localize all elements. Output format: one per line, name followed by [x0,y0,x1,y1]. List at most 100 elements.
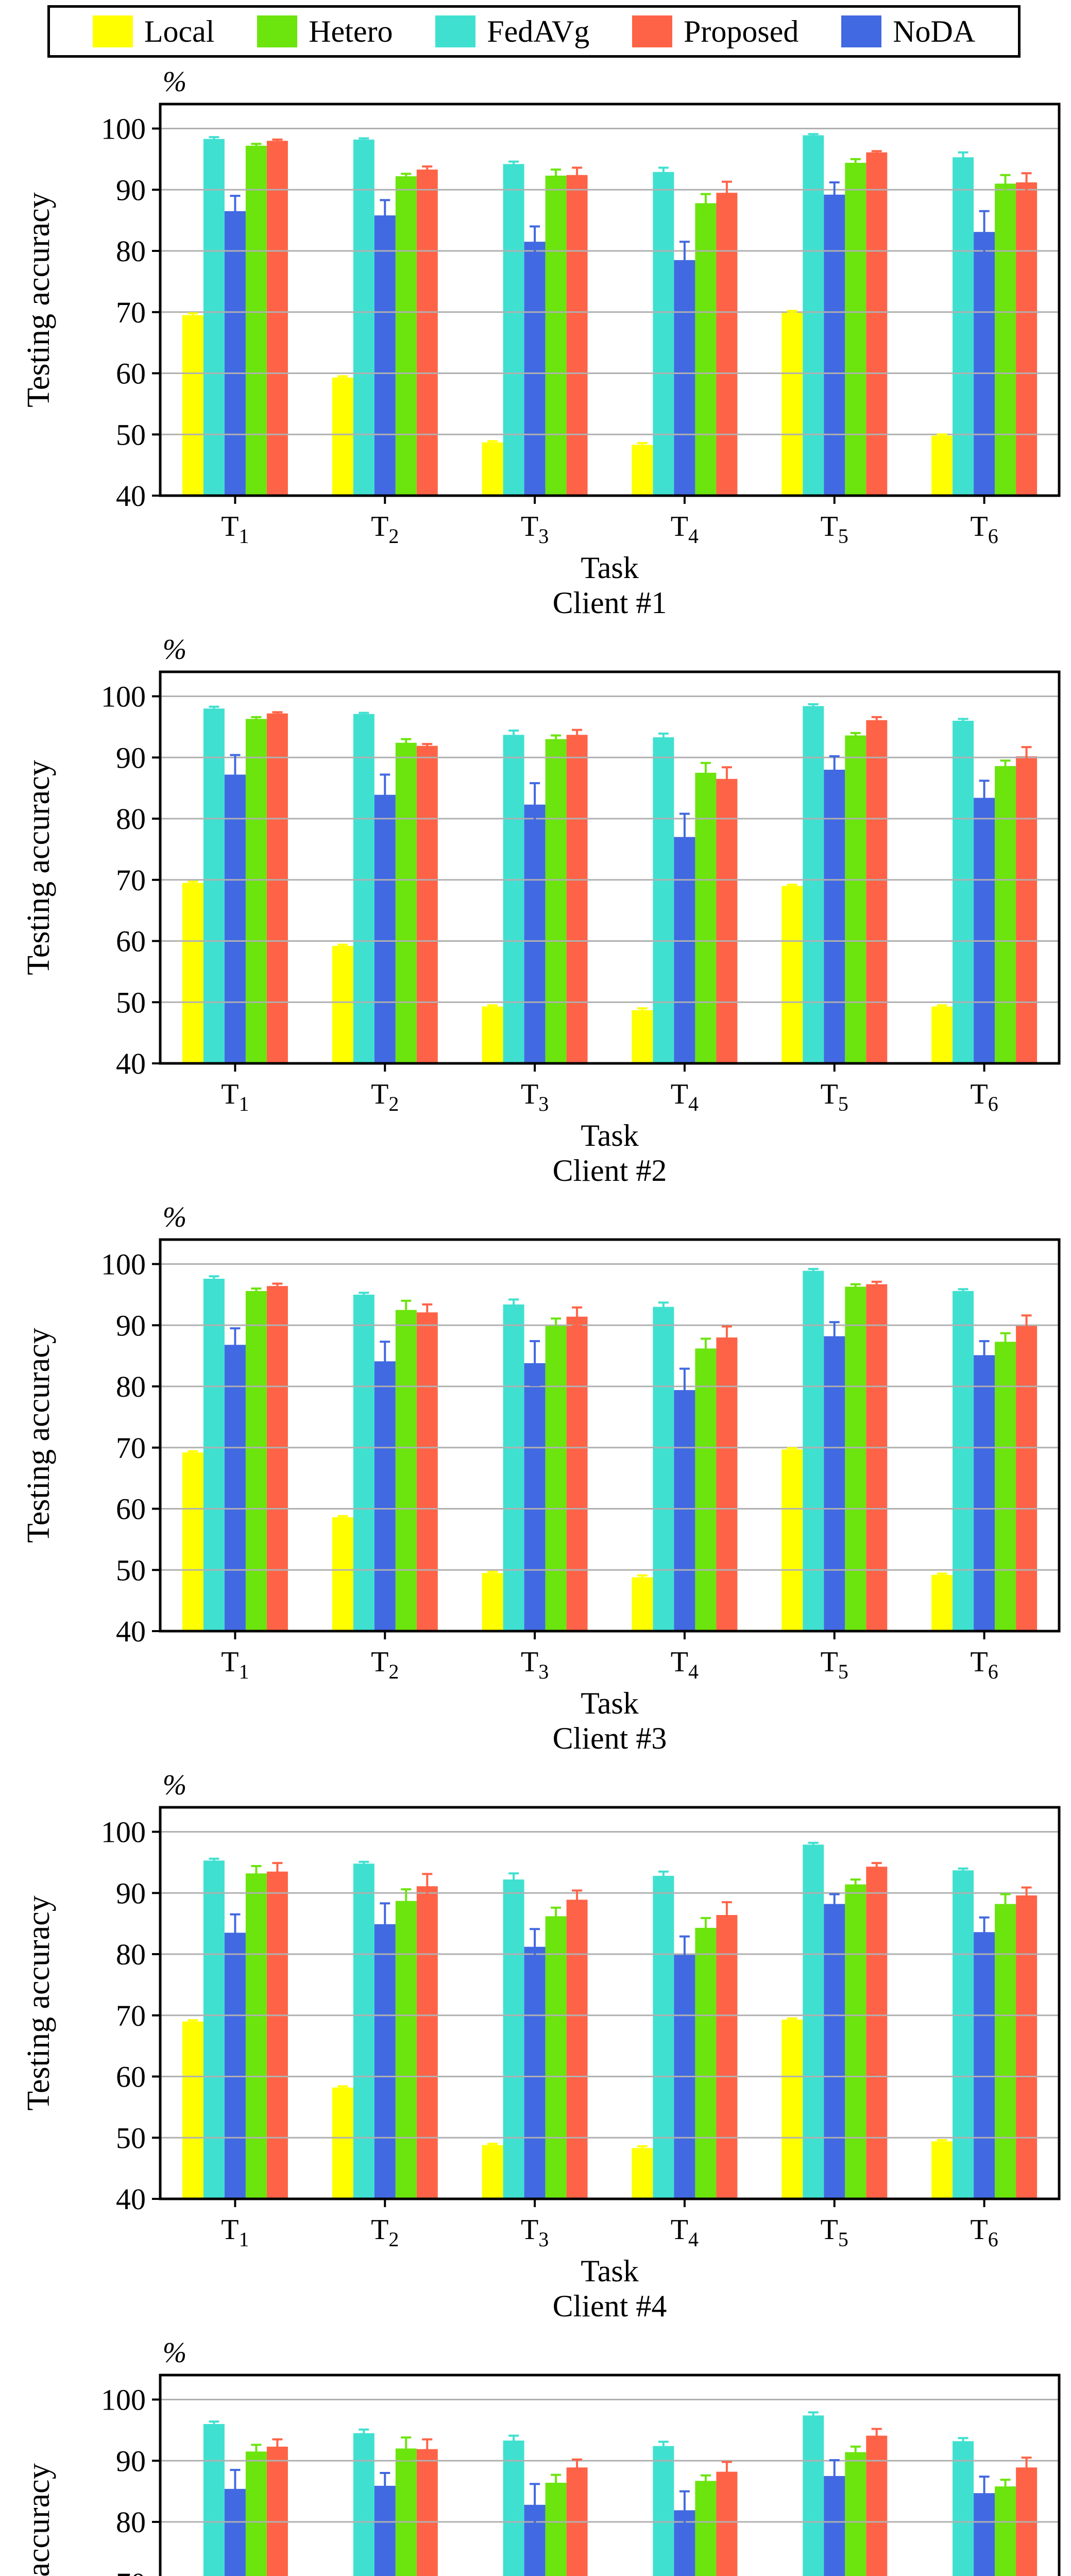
bar-noda [374,2485,396,2576]
x-axis-label: Task [581,2254,638,2288]
bar-hetero [545,1916,567,2199]
charts-container: 40 50 60 70 80 90 100 T1 T2 T3 T4 T5 T6% Testing accu… [0,58,1071,2576]
bar-hetero [545,739,567,1063]
bar-local [781,886,803,1063]
bar-local [482,442,503,496]
percent-label: % [163,66,187,98]
bar-fedavg [203,1279,225,1631]
x-tick-label: T2 [371,511,399,548]
chart-svg: 40 50 60 70 80 90 100 T1 T2 T3 T4 T5 T6% Testing accu… [21,1201,1061,1755]
y-axis-label: Testing accuracy [21,760,56,975]
chart-title: Client #2 [553,1154,667,1188]
bar-hetero [845,1884,866,2199]
bar-fedavg [653,1307,674,1631]
x-axis-label: Task [581,1686,638,1720]
bar-proposed [266,2446,288,2576]
plot-area [160,104,1059,496]
bar-local [182,2021,203,2199]
bar-fedavg [503,735,524,1063]
bar-noda [824,1336,845,1631]
bar-hetero [395,1310,417,1631]
legend-item-label: Hetero [309,14,393,48]
bar-proposed [416,1312,438,1631]
y-tick-label: 100 [101,2383,146,2417]
bar-fedavg [353,714,375,1063]
bar-fedavg [203,1860,225,2199]
bar-local [482,1573,503,1631]
bar-proposed [266,141,288,496]
y-tick-label: 40 [116,479,146,513]
bar-proposed [416,2449,438,2576]
bar-hetero [995,766,1016,1063]
x-tick-label: T2 [371,2214,399,2251]
y-tick-label: 100 [101,680,146,714]
chart-client-2: 40 50 60 70 80 90 100 T1 T2 T3 T4 T5 T6% Testing accu… [0,625,1071,1193]
bar-hetero [995,1904,1016,2199]
bar-hetero [395,1901,417,2199]
bar-hetero [995,183,1016,496]
legend-item-noda: NoDA [841,15,975,47]
bar-hetero [995,1342,1016,1631]
y-tick-label: 80 [116,1938,146,1971]
percent-label: % [163,1769,187,1801]
y-tick-label: 90 [116,1309,146,1342]
chart-title: Client #3 [553,1721,667,1755]
bar-noda [374,1361,396,1631]
chart-svg: 40 50 60 70 80 90 100 T1 T2 T3 T4 T5 T6% Testing accu… [21,1769,1061,2323]
legend-item-fedavg: FedAVg [435,15,589,47]
bar-proposed [416,745,438,1063]
y-axis-label: Testing accuracy [21,192,56,407]
bar-hetero [545,1326,567,1631]
y-tick-label: 40 [116,1615,146,1648]
x-tick-label: T4 [671,1646,699,1683]
bar-noda [974,232,995,496]
x-tick-label: T2 [371,1078,399,1115]
x-tick-label: T6 [970,1646,998,1683]
plot-border [159,2374,1061,2576]
bar-proposed [266,713,288,1064]
bar-local [632,1577,653,1631]
bar-fedavg [953,721,974,1063]
bar-fedavg [503,1879,524,2199]
bar-noda [374,794,396,1063]
bar-fedavg [503,2441,524,2576]
bar-local [632,445,653,496]
bar-fedavg [953,1291,974,1631]
bar-fedavg [953,157,974,496]
y-tick-label: 90 [116,2444,146,2478]
bar-proposed [866,2435,888,2576]
bar-hetero [245,145,267,496]
y-tick-label: 40 [116,2182,146,2216]
x-tick-label: T4 [671,1078,699,1115]
x-axis-label: Task [581,1118,638,1153]
bar-proposed [416,1886,438,2199]
percent-label: % [163,1201,187,1233]
bar-local [182,883,203,1063]
bar-hetero [695,1927,717,2199]
bar-noda [524,1363,546,1631]
bar-fedavg [803,1270,824,1631]
bar-noda [674,260,695,496]
y-tick-label: 70 [116,296,146,329]
bar-hetero [845,2452,866,2576]
legend-item-label: Local [144,14,215,48]
bar-hetero [695,2481,717,2576]
bar-local [931,1006,953,1063]
bar-hetero [845,163,866,496]
y-tick-label: 50 [116,418,146,451]
bar-hetero [695,1348,717,1631]
bar-local [781,1449,803,1631]
bar-proposed [566,1900,588,2199]
y-tick-label: 50 [116,1553,146,1587]
x-tick-label: T1 [221,2214,249,2251]
bar-fedavg [353,2433,375,2576]
bar-local [632,2148,653,2199]
bar-noda [224,1345,246,1632]
bar-fedavg [803,1844,824,2199]
bar-noda [224,774,246,1063]
plot-area [160,2375,1059,2576]
percent-label: % [163,634,187,666]
bar-local [632,1010,653,1063]
bar-local [781,2020,803,2199]
